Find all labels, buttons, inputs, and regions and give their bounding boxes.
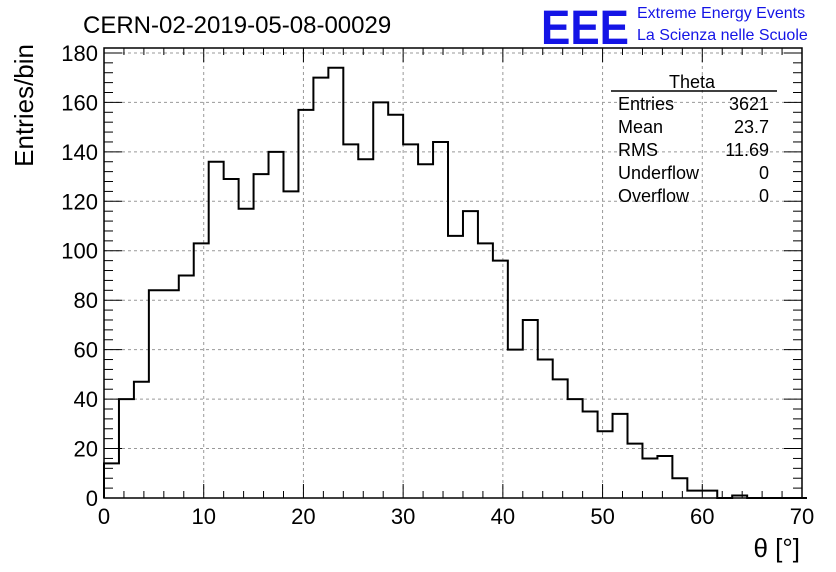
histogram-bin bbox=[613, 414, 628, 498]
histogram-bin bbox=[149, 290, 164, 498]
x-tick-label: 60 bbox=[690, 504, 714, 529]
histogram-bin bbox=[283, 191, 298, 498]
y-tick-label: 100 bbox=[61, 239, 98, 264]
axis-ticks bbox=[103, 48, 803, 499]
y-tick-label: 160 bbox=[61, 90, 98, 115]
y-tick-label: 0 bbox=[86, 486, 98, 511]
histogram-series bbox=[103, 66, 807, 499]
eee-logo: EEE Extreme Energy Events La Scienza nel… bbox=[541, 2, 808, 55]
histogram-bin bbox=[254, 174, 269, 498]
stats-row-label: Overflow bbox=[618, 186, 690, 206]
y-tick-label: 40 bbox=[74, 387, 98, 412]
histogram-bin bbox=[179, 275, 194, 498]
histogram-bin bbox=[328, 68, 343, 498]
stats-row-value: 3621 bbox=[729, 94, 769, 114]
logo-line-1: Extreme Energy Events bbox=[637, 5, 805, 22]
y-tick-label: 180 bbox=[61, 41, 98, 66]
histogram-bin bbox=[343, 144, 358, 498]
histogram-bin bbox=[628, 444, 643, 498]
x-tick-label: 0 bbox=[98, 504, 110, 529]
histogram-bin bbox=[194, 243, 209, 498]
stats-rows: Entries 3621 Mean 23.7 RMS 11.69 Underflow 0 Ove… bbox=[618, 94, 769, 206]
histogram-bin bbox=[403, 144, 418, 498]
eee-logo-mark: EEE bbox=[541, 2, 629, 55]
histogram-bin bbox=[358, 159, 373, 498]
grid bbox=[104, 48, 802, 498]
histogram-bin bbox=[508, 350, 523, 498]
histogram-bin bbox=[134, 382, 149, 498]
histogram-bin bbox=[239, 209, 254, 498]
histogram-bin bbox=[553, 379, 568, 498]
histogram-bin bbox=[224, 179, 239, 498]
x-tick-label: 20 bbox=[291, 504, 315, 529]
histogram-bin bbox=[702, 491, 717, 498]
logo-line-2: La Scienza nelle Scuole bbox=[637, 27, 808, 44]
histogram-bin bbox=[568, 399, 583, 498]
histogram-bin bbox=[598, 431, 613, 498]
histogram-bin bbox=[493, 261, 508, 498]
plot-frame bbox=[103, 47, 803, 499]
histogram-bin bbox=[448, 236, 463, 498]
stats-row-value: 0 bbox=[759, 186, 769, 206]
histogram-bin bbox=[463, 211, 478, 498]
histogram-bin bbox=[298, 110, 313, 498]
y-tick-label: 80 bbox=[74, 288, 98, 313]
tick-labels: 0 10 20 30 40 50 60 70 0 20 40 60 80 100 120 140 160 180 bbox=[61, 41, 814, 529]
histogram-bin bbox=[418, 164, 433, 498]
histogram-bin bbox=[388, 115, 403, 498]
histogram-bin bbox=[583, 411, 598, 498]
x-tick-label: 40 bbox=[491, 504, 515, 529]
histogram-bin bbox=[523, 320, 538, 498]
histogram-bin bbox=[478, 243, 493, 498]
histogram-bin bbox=[433, 142, 448, 498]
stats-box-title: Theta bbox=[669, 72, 716, 92]
histogram-bin bbox=[269, 152, 284, 498]
x-tick-label: 30 bbox=[391, 504, 415, 529]
y-tick-label: 140 bbox=[61, 140, 98, 165]
x-tick-label: 10 bbox=[191, 504, 215, 529]
x-tick-label: 70 bbox=[790, 504, 814, 529]
histogram-bin bbox=[373, 102, 388, 498]
stats-row-value: 11.69 bbox=[725, 140, 769, 160]
x-tick-label: 50 bbox=[590, 504, 614, 529]
y-tick-label: 20 bbox=[74, 437, 98, 462]
stats-box: Theta Entries 3621 Mean 23.7 RMS 11.69 Underfl… bbox=[611, 72, 777, 206]
y-axis-label: Entries/bin bbox=[9, 44, 39, 167]
stats-row-label: RMS bbox=[618, 140, 658, 160]
stats-row-value: 0 bbox=[759, 163, 769, 183]
stats-row-label: Underflow bbox=[618, 163, 700, 183]
y-tick-label: 60 bbox=[74, 338, 98, 363]
histogram-bin bbox=[672, 478, 687, 498]
histogram-bin bbox=[687, 491, 702, 498]
histogram-bin bbox=[313, 78, 328, 498]
histogram-bin bbox=[642, 458, 657, 498]
stats-row-label: Entries bbox=[618, 94, 674, 114]
x-axis-label: θ [°] bbox=[753, 533, 800, 563]
histogram-bin bbox=[538, 360, 553, 498]
histogram-bin bbox=[209, 162, 224, 498]
chart-title: CERN-02-2019-05-08-00029 bbox=[83, 12, 391, 39]
histogram-outline bbox=[103, 66, 807, 499]
stats-row-value: 23.7 bbox=[734, 117, 769, 137]
histogram-bin bbox=[164, 290, 179, 498]
stats-row-label: Mean bbox=[618, 117, 663, 137]
y-tick-label: 120 bbox=[61, 189, 98, 214]
histogram-bin bbox=[657, 456, 672, 498]
